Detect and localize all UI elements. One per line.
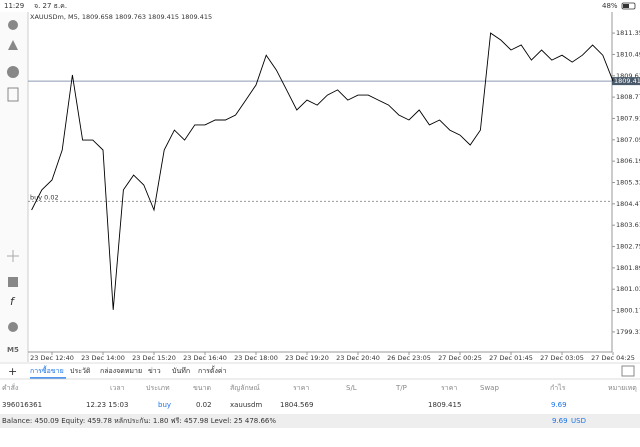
x-tick-label: 23 Dec 19:20 [285, 354, 329, 362]
y-tick-label: 1807.050 [616, 136, 640, 144]
icon-trade[interactable] [8, 40, 18, 50]
column-header: ขนาด [193, 384, 211, 392]
y-tick-label: 1806.190 [616, 157, 640, 165]
toolbar [0, 12, 28, 362]
x-tick-label: 27 Dec 01:45 [489, 354, 533, 362]
add-button[interactable]: + [8, 365, 17, 378]
icon-expand[interactable] [621, 365, 635, 377]
order-label: buy 0.02 [30, 193, 59, 201]
icon-indicators[interactable] [8, 277, 18, 287]
y-tick-label: 1808.770 [616, 93, 640, 101]
icon-account[interactable] [8, 20, 18, 30]
y-tick-label: 1803.610 [616, 221, 640, 229]
column-header: ประเภท [146, 384, 170, 392]
icon-chat[interactable] [7, 66, 19, 78]
x-tick-label: 27 Dec 04:25 [591, 354, 635, 362]
chart-title: XAUUSDm, M5, 1809.658 1809.763 1809.415 … [30, 13, 212, 21]
cell-time: 12.23 15:03 [86, 401, 128, 409]
column-header: สัญลักษณ์ [230, 384, 260, 392]
status-bar [0, 0, 640, 12]
y-tick-label: 1801.890 [616, 264, 640, 272]
column-header: ราคา [293, 384, 309, 392]
column-header: T/P [395, 384, 407, 392]
footer-total: 9.69 [552, 417, 568, 425]
x-tick-label: 27 Dec 03:05 [540, 354, 584, 362]
tab[interactable]: ประวัติ [70, 367, 91, 375]
status-time: 11:29 [4, 2, 24, 10]
cell-size: 0.02 [196, 401, 212, 409]
column-header: คำสั่ง [2, 383, 18, 392]
y-tick-label: 1811.350 [616, 29, 640, 37]
column-header: ราคา [441, 384, 457, 392]
y-tick-label: 1802.750 [616, 243, 640, 251]
timeframe[interactable]: M5 [7, 346, 19, 354]
icon-function[interactable]: f [10, 295, 16, 308]
x-tick-label: 23 Dec 12:40 [30, 354, 74, 362]
x-tick-label: 23 Dec 18:00 [234, 354, 278, 362]
x-tick-label: 27 Dec 00:25 [438, 354, 482, 362]
column-header: เวลา [110, 384, 125, 392]
y-tick-label: 1800.170 [616, 307, 640, 315]
x-tick-label: 23 Dec 15:20 [132, 354, 176, 362]
y-tick-label: 1805.330 [616, 178, 640, 186]
tabs: การซื้อขาย ประวัติ กล่องจดหมาย ข่าว บันทึก กา… [30, 364, 227, 379]
price-tag [612, 77, 640, 86]
icon-new[interactable] [7, 87, 19, 102]
cell-order: 396016361 [2, 401, 42, 409]
tab[interactable]: ข่าว [148, 367, 161, 375]
x-tick-label: 26 Dec 23:05 [387, 354, 431, 362]
tab[interactable]: การซื้อขาย [30, 364, 64, 375]
price-tag-label: 1809.415 [614, 77, 640, 85]
status-battery: 48% [602, 2, 618, 10]
x-tick-label: 23 Dec 14:00 [81, 354, 125, 362]
column-header: กำไร [550, 383, 566, 392]
cell-open-price: 1804.569 [280, 401, 313, 409]
column-header: Swap [480, 384, 499, 392]
tab[interactable]: กล่องจดหมาย [100, 367, 142, 375]
battery-icon [621, 2, 636, 10]
y-tick-label: 1810.490 [616, 50, 640, 58]
price-line-series [31, 32, 614, 310]
x-tick-label: 23 Dec 16:40 [183, 354, 227, 362]
footer-currency: USD [571, 417, 586, 425]
plot: 1811.350 1810.490 1809.630 1808.770 1807.910… [28, 29, 640, 362]
y-tick-label: 1801.030 [616, 285, 640, 293]
column-header: S/L [346, 384, 357, 392]
battery-level [623, 4, 629, 8]
status-date: จ. 27 ธ.ค. [34, 2, 67, 10]
y-tick-label: 1809.630 [616, 72, 640, 80]
cell-type: buy [158, 401, 171, 409]
y-tick-label: 1807.910 [616, 114, 640, 122]
cell-symbol: xauusdm [230, 401, 262, 409]
cell-profit: 9.69 [551, 401, 567, 409]
tab[interactable]: การตั้งค่า [198, 364, 227, 375]
icon-objects[interactable] [8, 322, 18, 332]
cell-price: 1809.415 [428, 401, 461, 409]
icon-crosshair[interactable] [7, 250, 19, 262]
table: คำสั่ง เวลา ประเภท ขนาด สัญลักษณ์ ราคา S/L T/P ร… [2, 383, 637, 409]
tab[interactable]: บันทึก [172, 366, 190, 375]
footer-summary: Balance: 450.09 Equity: 459.78 หลักประกั… [2, 417, 276, 425]
y-tick-label: 1804.470 [616, 200, 640, 208]
x-tick-label: 23 Dec 20:40 [336, 354, 380, 362]
y-tick-label: 1799.310 [616, 328, 640, 336]
footer [0, 414, 640, 428]
column-header: หมายเหตุ [608, 384, 637, 392]
